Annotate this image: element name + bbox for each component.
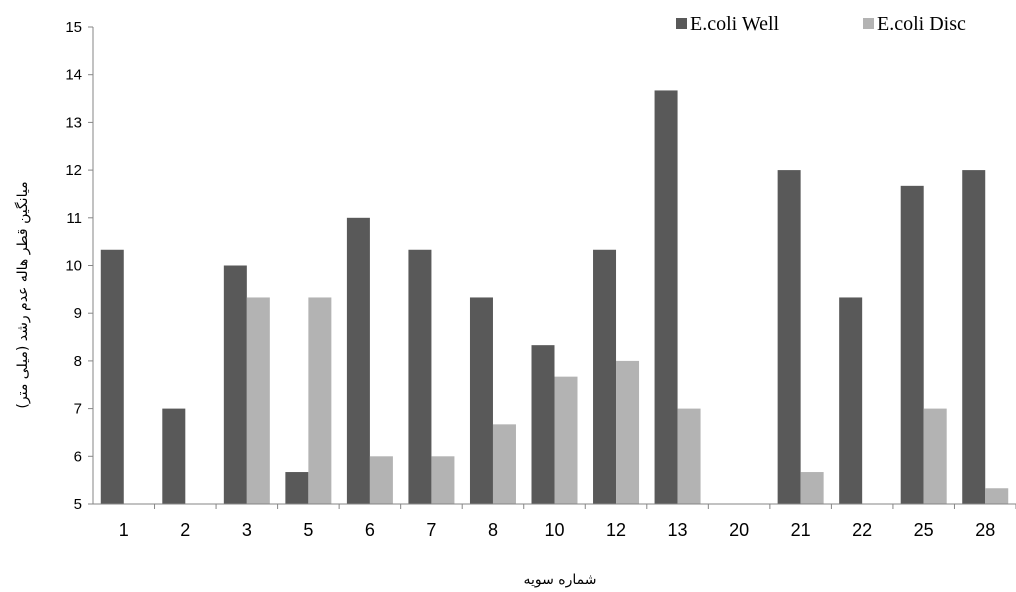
bar-disc-6 [369,456,393,504]
x-tick-label: 13 [668,520,688,540]
x-tick-label: 5 [303,520,313,540]
y-tick-label: 13 [65,114,82,131]
y-axis-ticks: 5 6 7 8 9 10 11 12 13 14 15 [65,19,93,513]
bar-well-3 [223,265,247,504]
x-tick-label: 2 [180,520,190,540]
x-tick-label: 20 [729,520,749,540]
x-tick-label: 1 [119,520,129,540]
bar-disc-8 [492,424,516,504]
y-tick-label: 10 [65,258,82,275]
y-axis-title: میانگین قطر هاله عدم رشد (میلی متر) [14,181,31,408]
bar-disc-13 [677,408,701,504]
y-tick-label: 8 [74,353,82,370]
y-tick-label: 14 [65,67,82,84]
bar-well-1 [100,249,124,504]
bar-well-10 [531,345,555,504]
bar-disc-5 [308,297,332,504]
x-tick-label: 6 [365,520,375,540]
bar-well-8 [469,297,493,504]
bar-well-2 [162,408,186,504]
x-tick-label: 7 [426,520,436,540]
bar-well-13 [654,90,678,504]
bar-series [100,90,1009,505]
bar-disc-3 [246,297,270,504]
x-axis-title: شماره سویه [523,572,596,588]
y-tick-label: 9 [74,305,82,322]
y-tick-label: 6 [74,448,82,465]
legend: E.coli Well E.coli Disc [676,13,966,35]
legend-swatch-disc [863,18,874,29]
x-tick-label: 12 [606,520,626,540]
y-tick-label: 15 [65,19,82,36]
bar-disc-12 [616,360,640,504]
bar-well-6 [346,217,370,505]
x-tick-label: 25 [914,520,934,540]
bar-disc-28 [985,488,1009,504]
bar-well-21 [777,170,801,504]
bar-well-7 [408,249,432,504]
y-tick-label: 5 [74,496,82,513]
y-tick-label: 12 [65,162,82,179]
bar-disc-10 [554,376,578,504]
bar-well-22 [839,297,863,504]
legend-label-well: E.coli Well [690,13,780,35]
bar-disc-7 [431,456,455,504]
bar-disc-21 [800,472,824,504]
y-tick-label: 11 [66,210,82,227]
legend-label-disc: E.coli Disc [877,13,966,35]
x-tick-label: 22 [852,520,872,540]
x-tick-label: 8 [488,520,498,540]
x-axis-ticks: 1 2 3 5 6 7 8 10 12 13 20 21 22 25 28 [119,504,1016,540]
bar-disc-25 [923,408,947,504]
legend-swatch-well [676,18,687,29]
bar-well-28 [962,170,986,504]
x-tick-label: 10 [544,520,564,540]
x-tick-label: 28 [975,520,995,540]
x-tick-label: 21 [791,520,811,540]
y-tick-label: 7 [74,401,82,418]
bar-well-5 [285,472,309,504]
bar-well-25 [900,185,924,504]
bar-well-12 [593,249,617,504]
x-tick-label: 3 [242,520,252,540]
